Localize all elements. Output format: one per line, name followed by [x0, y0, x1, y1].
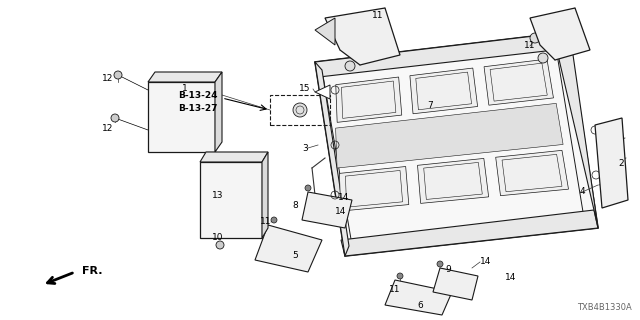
Circle shape — [305, 185, 311, 191]
Polygon shape — [335, 103, 563, 168]
Bar — [270, 95, 330, 125]
Circle shape — [437, 261, 443, 267]
Polygon shape — [341, 210, 598, 256]
Polygon shape — [555, 32, 598, 228]
Polygon shape — [433, 268, 478, 300]
Text: 2: 2 — [618, 158, 623, 167]
Polygon shape — [484, 59, 554, 105]
Text: 13: 13 — [212, 190, 224, 199]
Circle shape — [397, 273, 403, 279]
Text: 5: 5 — [292, 251, 298, 260]
Text: 8: 8 — [292, 201, 298, 210]
Circle shape — [530, 33, 540, 43]
Polygon shape — [315, 32, 572, 77]
Circle shape — [271, 217, 277, 223]
Polygon shape — [410, 68, 477, 114]
Polygon shape — [215, 72, 222, 152]
Circle shape — [374, 13, 384, 23]
Text: 14: 14 — [335, 207, 346, 217]
Text: 11: 11 — [524, 41, 536, 50]
Circle shape — [538, 53, 548, 63]
Polygon shape — [413, 113, 483, 159]
Circle shape — [111, 114, 119, 122]
Polygon shape — [325, 8, 400, 65]
Polygon shape — [148, 82, 215, 152]
Polygon shape — [302, 192, 352, 228]
Circle shape — [345, 61, 355, 71]
Polygon shape — [315, 32, 598, 256]
Text: 3: 3 — [302, 143, 308, 153]
Polygon shape — [339, 166, 409, 211]
Polygon shape — [385, 280, 452, 315]
Text: 4: 4 — [580, 188, 586, 196]
Text: 11: 11 — [372, 11, 384, 20]
Polygon shape — [530, 8, 590, 60]
Polygon shape — [595, 118, 628, 208]
Polygon shape — [315, 85, 330, 99]
Text: 12: 12 — [102, 124, 114, 132]
Polygon shape — [200, 162, 262, 238]
Polygon shape — [200, 152, 268, 162]
Text: 15: 15 — [298, 84, 310, 92]
Text: 7: 7 — [427, 100, 433, 109]
Polygon shape — [148, 72, 222, 82]
Text: 6: 6 — [417, 300, 423, 309]
Polygon shape — [337, 122, 405, 167]
Text: FR.: FR. — [82, 266, 102, 276]
Text: 11: 11 — [259, 218, 271, 227]
Text: 9: 9 — [445, 266, 451, 275]
Polygon shape — [490, 105, 561, 150]
Polygon shape — [315, 18, 335, 45]
Text: 10: 10 — [212, 234, 224, 243]
Polygon shape — [262, 152, 268, 238]
Polygon shape — [336, 77, 402, 122]
Text: 14: 14 — [505, 274, 516, 283]
Text: TXB4B1330A: TXB4B1330A — [577, 303, 632, 312]
Circle shape — [216, 241, 224, 249]
Polygon shape — [496, 150, 568, 196]
Text: B-13-27: B-13-27 — [179, 103, 218, 113]
Text: 11: 11 — [388, 285, 400, 294]
Polygon shape — [417, 158, 489, 204]
Circle shape — [293, 103, 307, 117]
Text: 14: 14 — [338, 194, 349, 203]
Polygon shape — [315, 62, 349, 256]
Text: B-13-24: B-13-24 — [179, 91, 218, 100]
Circle shape — [114, 71, 122, 79]
Text: 14: 14 — [480, 258, 492, 267]
Text: 1: 1 — [182, 84, 188, 92]
Polygon shape — [255, 225, 322, 272]
Text: 12: 12 — [102, 74, 114, 83]
